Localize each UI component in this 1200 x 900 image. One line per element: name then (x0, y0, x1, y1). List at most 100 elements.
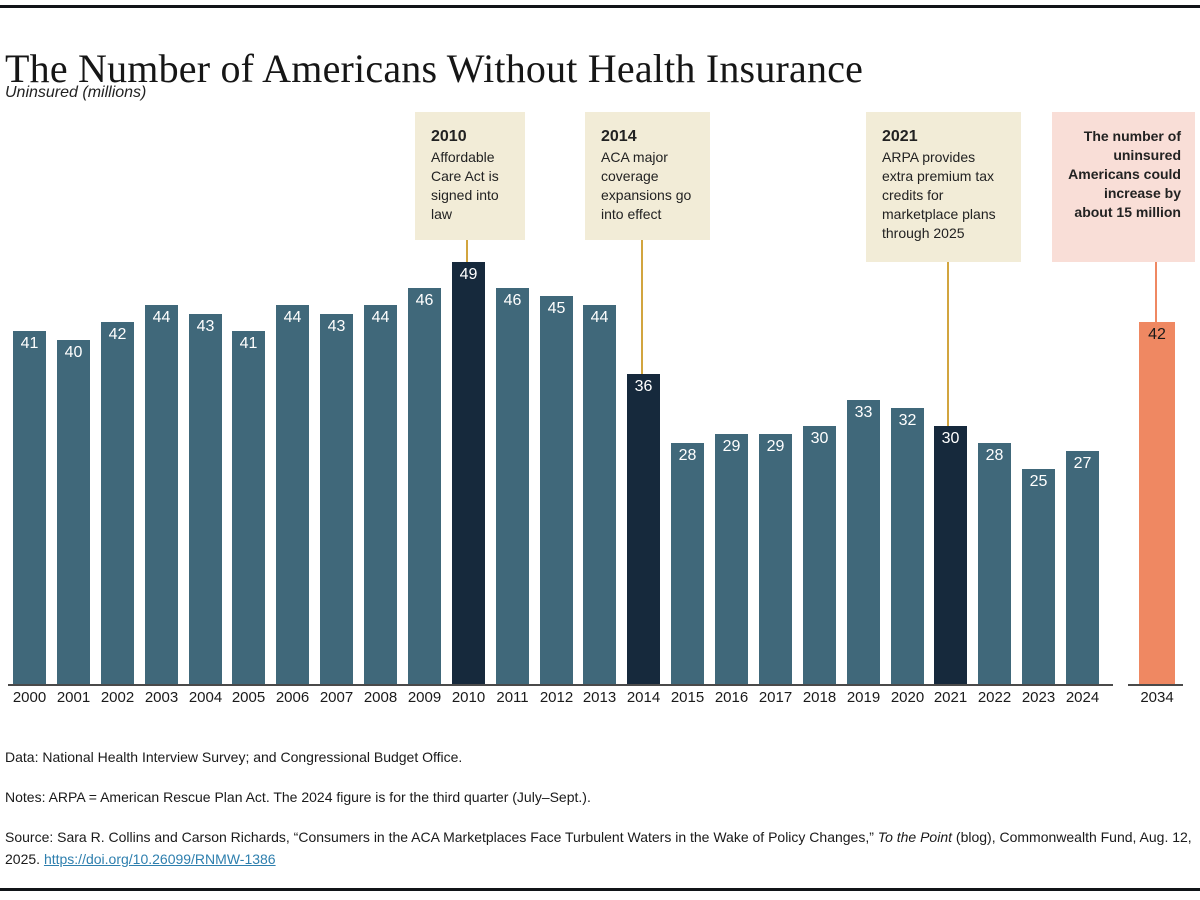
x-axis-label-2001: 2001 (56, 689, 91, 706)
bar-value-label: 33 (854, 404, 873, 421)
bar-value-label: 44 (283, 309, 302, 326)
annotation-connector-2010 (466, 240, 468, 264)
annotation-year: 2021 (882, 128, 918, 145)
bar-value-label: 30 (810, 430, 829, 447)
x-axis-label-2023: 2023 (1021, 689, 1056, 706)
x-axis-label-2008: 2008 (363, 689, 398, 706)
bar-2004: 43 (189, 314, 222, 684)
x-axis-label-2010: 2010 (451, 689, 486, 706)
bar-2021: 30 (934, 426, 967, 684)
x-axis-label-2034: 2034 (1140, 689, 1174, 706)
bar-2018: 30 (803, 426, 836, 684)
notes-line: Notes: ARPA = American Rescue Plan Act. … (5, 789, 591, 805)
bar-2019: 33 (847, 400, 880, 684)
bar-value-label: 42 (1148, 326, 1166, 343)
x-axis-label-2002: 2002 (100, 689, 135, 706)
bar-2012: 45 (540, 296, 573, 684)
annotation-2021: 2021 ARPA provides extra premium tax cre… (866, 112, 1021, 262)
page-title: The Number of Americans Without Health I… (5, 45, 864, 91)
x-axis-label-2017: 2017 (758, 689, 793, 706)
annotation-year: 2010 (431, 128, 467, 145)
bar-value-label: 45 (547, 300, 566, 317)
source-doi-link[interactable]: https://doi.org/10.26099/RNMW-1386 (43, 851, 276, 867)
x-axis-label-2004: 2004 (188, 689, 223, 706)
bar-2020: 32 (891, 408, 924, 684)
bar-value-label: 28 (985, 447, 1004, 464)
bottom-rule (0, 888, 1200, 891)
annotation-connector-projection (1155, 262, 1157, 323)
bar-value-label: 46 (415, 292, 434, 309)
bar-value-label: 46 (503, 292, 522, 309)
bar-value-label: 41 (239, 335, 258, 352)
bar-value-label: 36 (634, 378, 653, 395)
chart-units-label: Uninsured (millions) (5, 84, 147, 101)
x-axis-label-2012: 2012 (539, 689, 574, 706)
annotation-text: Affordable Care Act is signed into law (431, 149, 499, 222)
annotation-connector-2021 (947, 262, 949, 427)
annotation-text: ARPA provides extra premium tax credits … (882, 149, 996, 241)
bar-2034: 42 (1139, 322, 1175, 684)
source-blog-name: To the Point (877, 829, 953, 845)
bar-2007: 43 (320, 314, 353, 684)
bar-value-label: 30 (941, 430, 960, 447)
x-axis-label-2003: 2003 (144, 689, 179, 706)
x-axis-label-2007: 2007 (319, 689, 354, 706)
source-prefix: Source: Sara R. Collins and Carson Richa… (5, 829, 878, 845)
bar-2003: 44 (145, 305, 178, 684)
annotation-text: The number of uninsured Americans could … (1068, 128, 1181, 220)
x-axis-label-2005: 2005 (231, 689, 266, 706)
bar-value-label: 44 (590, 309, 609, 326)
x-axis-label-2011: 2011 (496, 689, 529, 706)
source-suffix: (blog), Commonwealth Fund, Aug. 12, 2025… (5, 829, 1192, 867)
bar-value-label: 44 (152, 309, 171, 326)
bar-value-label: 25 (1029, 473, 1048, 490)
bar-value-label: 29 (766, 438, 785, 455)
bar-2014: 36 (627, 374, 660, 684)
x-axis-label-2009: 2009 (407, 689, 442, 706)
bar-value-label: 27 (1073, 455, 1092, 472)
x-axis-label-2016: 2016 (714, 689, 749, 706)
source-line: Source: Sara R. Collins and Carson Richa… (5, 826, 1195, 870)
bar-2005: 41 (232, 331, 265, 684)
x-axis-label-2021: 2021 (933, 689, 968, 706)
footer: Data: National Health Interview Survey; … (5, 746, 1195, 870)
bar-2008: 44 (364, 305, 397, 684)
bar-2002: 42 (101, 322, 134, 684)
bar-2017: 29 (759, 434, 792, 684)
bar-2023: 25 (1022, 469, 1055, 684)
bar-2024: 27 (1066, 451, 1099, 684)
annotation-year: 2014 (601, 128, 637, 145)
bar-value-label: 28 (678, 447, 697, 464)
bar-value-label: 41 (20, 335, 39, 352)
bar-2016: 29 (715, 434, 748, 684)
annotation-text: ACA major coverage expansions go into ef… (601, 149, 692, 222)
bar-2009: 46 (408, 288, 441, 684)
bar-value-label: 43 (327, 318, 346, 335)
annotation-projection: The number of uninsured Americans could … (1052, 112, 1195, 262)
annotation-2014: 2014 ACA major coverage expansions go in… (585, 112, 710, 240)
x-axis-label-2024: 2024 (1065, 689, 1100, 706)
annotation-connector-2014 (641, 240, 643, 375)
data-note: Data: National Health Interview Survey; … (5, 749, 463, 765)
bar-value-label: 43 (196, 318, 215, 335)
x-axis-label-2018: 2018 (802, 689, 837, 706)
bar-2022: 28 (978, 443, 1011, 684)
x-axis-label-2022: 2022 (977, 689, 1012, 706)
bar-value-label: 32 (898, 412, 917, 429)
bar-2006: 44 (276, 305, 309, 684)
bar-2011: 46 (496, 288, 529, 684)
x-axis-label-2020: 2020 (890, 689, 925, 706)
bar-2001: 40 (57, 340, 90, 684)
x-axis-label-2006: 2006 (275, 689, 310, 706)
bar-value-label: 44 (371, 309, 390, 326)
x-axis-label-2000: 2000 (12, 689, 47, 706)
bar-value-label: 40 (64, 344, 83, 361)
x-axis-label-2013: 2013 (582, 689, 617, 706)
bar-2015: 28 (671, 443, 704, 684)
bar-2000: 41 (13, 331, 46, 684)
x-axis-label-2014: 2014 (626, 689, 661, 706)
bar-2010: 49 (452, 262, 485, 684)
x-axis-label-2015: 2015 (670, 689, 705, 706)
